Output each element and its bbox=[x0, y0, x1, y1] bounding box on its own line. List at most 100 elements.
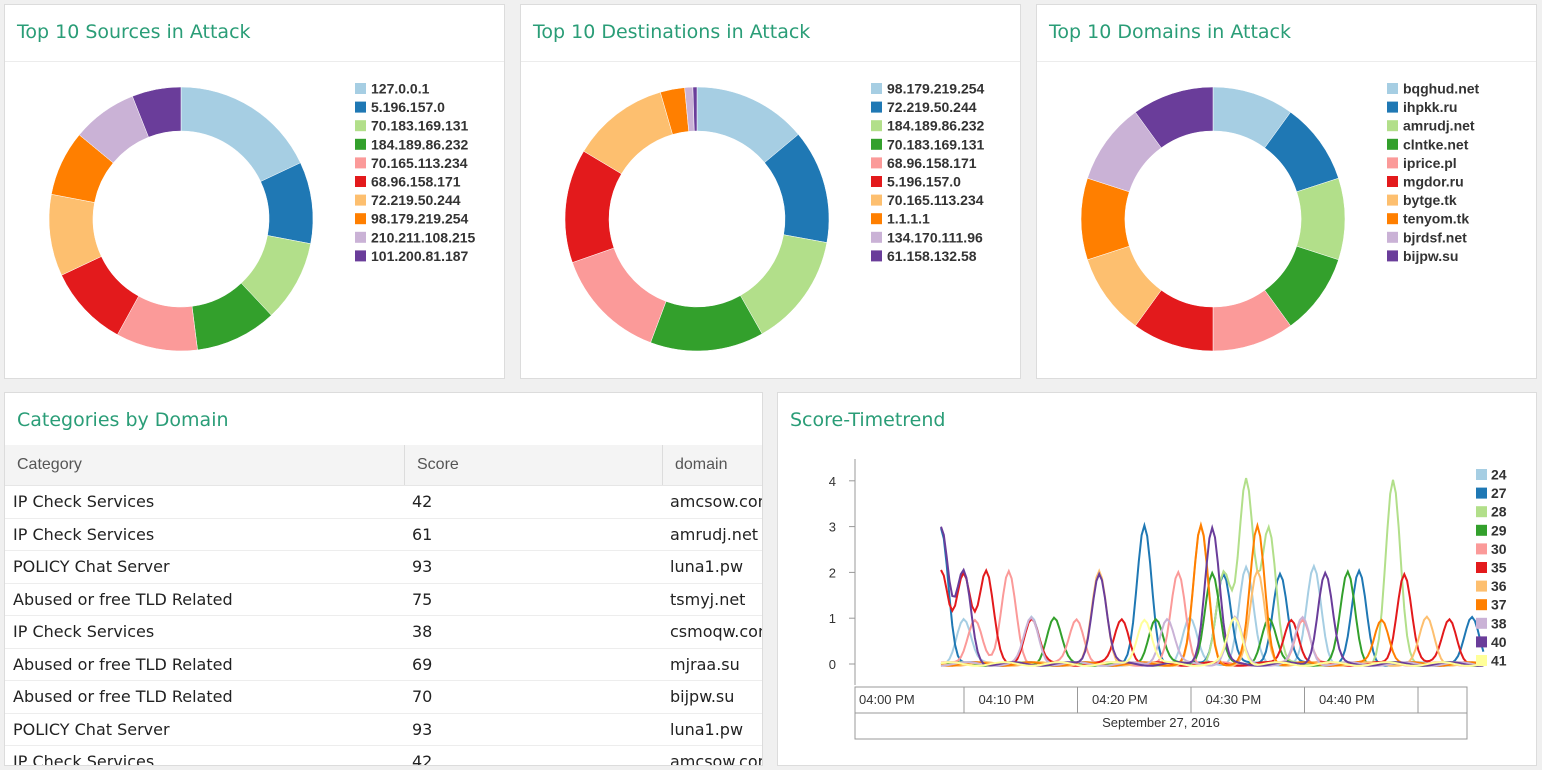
legend-swatch bbox=[355, 83, 366, 94]
cell-score: 93 bbox=[412, 557, 433, 576]
y-tick-label: 3 bbox=[829, 520, 836, 535]
legend-swatch bbox=[871, 213, 882, 225]
cell-score: 70 bbox=[412, 687, 433, 706]
table-row[interactable]: Abused or free TLD Related 69 mjraa.su bbox=[5, 649, 762, 681]
table-row[interactable]: IP Check Services 42 amcsow.com bbox=[5, 746, 762, 766]
legend-swatch bbox=[1476, 599, 1487, 611]
panel-header bbox=[521, 5, 1020, 62]
x-tick-label: 04:20 PM bbox=[1092, 692, 1148, 707]
legend-swatch bbox=[1476, 636, 1487, 648]
cell-category: POLICY Chat Server bbox=[13, 557, 170, 576]
donut-slice bbox=[572, 247, 667, 343]
legend-swatch bbox=[871, 83, 882, 94]
cell-domain: luna1.pw bbox=[670, 557, 744, 576]
y-tick-label: 1 bbox=[829, 611, 836, 626]
legend-label: 127.0.0.1 bbox=[371, 81, 430, 97]
legend-label: bjrdsf.net bbox=[1403, 229, 1467, 245]
legend-swatch bbox=[355, 213, 366, 225]
cell-category: IP Check Services bbox=[13, 752, 155, 766]
legend-label: 184.189.86.232 bbox=[371, 136, 469, 152]
legend-label: 29 bbox=[1491, 522, 1507, 538]
legend-label: amrudj.net bbox=[1403, 118, 1475, 134]
legend-swatch bbox=[1476, 562, 1487, 573]
cell-category: IP Check Services bbox=[13, 492, 155, 511]
donut-slice bbox=[1135, 86, 1214, 149]
cell-category: Abused or free TLD Related bbox=[13, 654, 233, 674]
table-row[interactable]: Abused or free TLD Related 70 bijpw.su bbox=[5, 681, 762, 714]
legend-label: mgdor.ru bbox=[1403, 174, 1464, 190]
legend-swatch bbox=[1387, 176, 1398, 187]
legend-swatch bbox=[1387, 231, 1398, 243]
legend-label: 134.170.111.96 bbox=[887, 229, 983, 245]
legend-label: 70.165.113.234 bbox=[371, 155, 468, 171]
legend-swatch bbox=[355, 120, 366, 132]
x-tick-label: 04:40 PM bbox=[1319, 692, 1375, 707]
column-header-domain[interactable]: domain bbox=[662, 445, 762, 485]
table-row[interactable]: IP Check Services 61 amrudj.net bbox=[5, 519, 762, 551]
legend-label: 1.1.1.1 bbox=[887, 211, 930, 227]
panel-title: Categories by Domain bbox=[17, 409, 229, 431]
legend-swatch bbox=[1476, 580, 1487, 592]
table-row[interactable]: IP Check Services 42 amcsow.com bbox=[5, 486, 763, 519]
panel-score-timetrend: Score-Timetrend 0 1 2 3 4 04:00 PM 04:10 PM 04:… bbox=[777, 392, 1537, 766]
x-tick-label: 04:00 PM bbox=[859, 692, 915, 707]
legend-label: 38 bbox=[1491, 615, 1507, 631]
legend-label: 30 bbox=[1491, 541, 1507, 557]
panel-title: Score-Timetrend bbox=[790, 409, 946, 431]
legend-swatch bbox=[1387, 157, 1398, 169]
table-row[interactable]: POLICY Chat Server 93 luna1.pw bbox=[5, 714, 762, 746]
legend-label: 101.200.81.187 bbox=[371, 248, 469, 264]
legend-label: 72.219.50.244 bbox=[371, 192, 461, 208]
x-tick-label: 04:10 PM bbox=[979, 692, 1035, 707]
legend-label: 5.196.157.0 bbox=[887, 174, 961, 190]
cell-domain: csmoqw.com bbox=[670, 622, 762, 641]
categories-table: Category Score domain IP Check Services 4… bbox=[5, 445, 763, 766]
x-tick-label: 04:30 PM bbox=[1206, 692, 1262, 707]
legend-label: bytge.tk bbox=[1403, 192, 1457, 208]
legend-label: 40 bbox=[1491, 634, 1507, 650]
donut-chart-domains: bqghud.net ihpkk.ru amrudj.net clntke.net ip… bbox=[1080, 81, 1480, 352]
legend-label: ihpkk.ru bbox=[1403, 99, 1457, 115]
donut-chart-sources: 127.0.0.1 5.196.157.0 70.183.169.131 184.18… bbox=[48, 81, 476, 352]
column-header-score[interactable]: Score bbox=[404, 445, 662, 485]
donut-slice bbox=[180, 86, 301, 182]
legend-swatch bbox=[1476, 469, 1487, 480]
legend-label: clntke.net bbox=[1403, 136, 1469, 152]
legend-swatch bbox=[355, 176, 366, 187]
panel-top-domains: Top 10 Domains in Attack bqghud.net ihpkk… bbox=[1036, 4, 1537, 379]
panel-header bbox=[5, 5, 504, 62]
legend-swatch bbox=[871, 120, 882, 132]
cell-score: 42 bbox=[412, 752, 433, 766]
cell-domain: tsmyj.net bbox=[670, 589, 746, 609]
donut-slice bbox=[1080, 177, 1130, 261]
legend-label: 184.189.86.232 bbox=[887, 118, 985, 134]
legend-swatch bbox=[871, 176, 882, 187]
series-line bbox=[940, 616, 1484, 667]
cell-domain: bijpw.su bbox=[670, 687, 735, 706]
legend-swatch bbox=[355, 157, 366, 169]
legend-swatch bbox=[871, 231, 882, 243]
legend-label: 37 bbox=[1491, 597, 1507, 613]
table-row[interactable]: POLICY Chat Server 93 luna1.pw bbox=[5, 551, 762, 584]
donut-slice bbox=[1296, 177, 1346, 261]
donut-chart-destinations: 98.179.219.254 72.219.50.244 184.189.86.23… bbox=[564, 81, 985, 352]
cell-category: POLICY Chat Server bbox=[13, 719, 170, 739]
cell-domain: amcsow.com bbox=[670, 492, 763, 511]
column-header-category[interactable]: Category bbox=[17, 456, 82, 473]
legend-label: iprice.pl bbox=[1403, 155, 1457, 171]
y-tick-label: 2 bbox=[829, 565, 836, 580]
panel-top-sources: Top 10 Sources in Attack 127.0.0.1 5.196.… bbox=[4, 4, 505, 379]
legend-swatch bbox=[355, 101, 366, 113]
table-row[interactable]: IP Check Services 38 csmoqw.com bbox=[5, 616, 762, 649]
legend-label: 98.179.219.254 bbox=[887, 81, 985, 97]
legend-swatch bbox=[871, 101, 882, 113]
legend-swatch bbox=[1476, 506, 1487, 518]
cell-score: 61 bbox=[412, 524, 433, 544]
legend-label: bqghud.net bbox=[1403, 81, 1480, 97]
cell-score: 75 bbox=[412, 589, 433, 609]
panel-title: Top 10 Destinations in Attack bbox=[533, 21, 811, 43]
legend-label: 24 bbox=[1491, 467, 1507, 483]
legend-label: 27 bbox=[1491, 485, 1507, 501]
table-row[interactable]: Abused or free TLD Related 75 tsmyj.net bbox=[5, 584, 762, 616]
legend-label: 28 bbox=[1491, 504, 1507, 520]
